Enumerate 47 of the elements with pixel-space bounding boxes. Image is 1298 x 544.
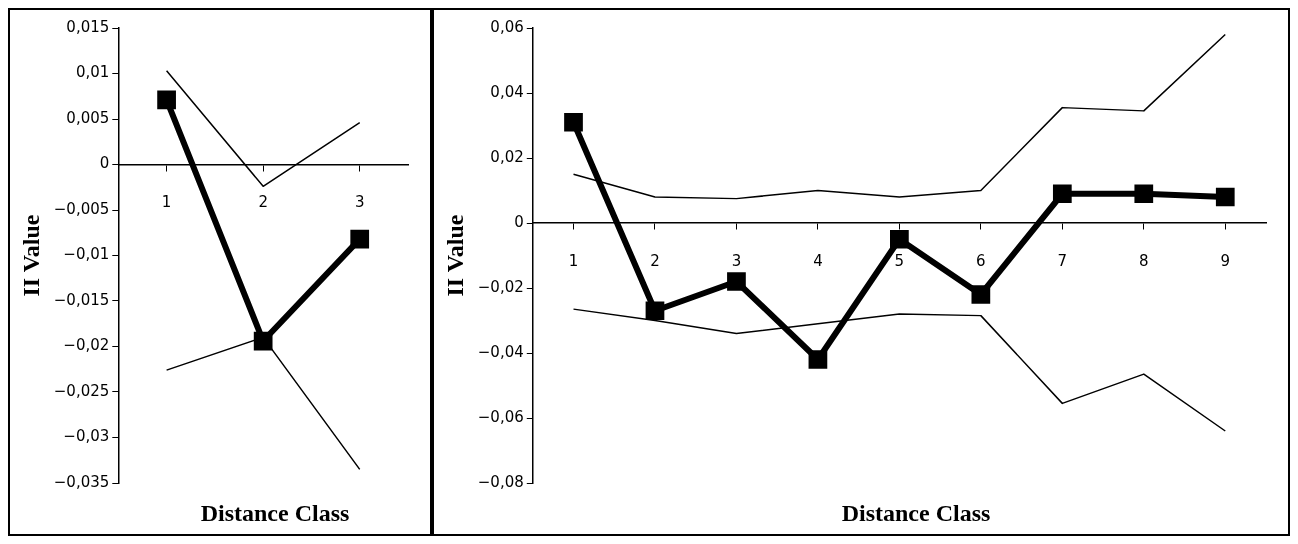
point — [564, 112, 583, 132]
x-tick-label: 7 — [1057, 251, 1068, 270]
y-tick-label: 0,06 — [490, 17, 524, 36]
point — [1052, 184, 1072, 204]
point — [350, 229, 370, 249]
point — [890, 229, 909, 249]
x-tick-label: 2 — [258, 193, 268, 212]
y-axis-title: II Value — [441, 214, 468, 297]
point — [727, 272, 746, 291]
y-tick-label: −0,015 — [53, 290, 110, 309]
y-tick-label: 0,015 — [66, 17, 110, 36]
x-tick-label: 5 — [894, 251, 905, 270]
y-tick-label: 0,02 — [490, 147, 524, 166]
point — [253, 331, 273, 351]
x-tick-label: 6 — [976, 251, 986, 270]
x-axis-title: Distance Class — [200, 500, 350, 526]
y-tick-label: −0,08 — [477, 472, 524, 491]
x-tick-label: 3 — [731, 251, 742, 270]
point — [645, 301, 665, 321]
x-tick-label: 9 — [1220, 251, 1231, 270]
y-axis-title: II Value — [17, 214, 44, 297]
x-tick-label: 3 — [354, 193, 365, 212]
point — [157, 90, 176, 110]
point — [971, 285, 991, 304]
y-tick-label: −0,035 — [53, 472, 110, 491]
y-tick-label: 0 — [514, 212, 524, 231]
x-tick-label: 8 — [1139, 251, 1149, 270]
y-tick-label: −0,03 — [63, 427, 110, 446]
point — [1215, 187, 1235, 207]
y-tick-label: −0,02 — [63, 336, 110, 355]
y-tick-label: 0 — [99, 154, 110, 173]
y-tick-label: −0,025 — [53, 381, 110, 400]
x-tick-label: 4 — [813, 251, 823, 270]
y-tick-label: −0,04 — [477, 342, 524, 361]
x-tick-label: 1 — [568, 251, 579, 270]
y-tick-label: 0,005 — [66, 108, 110, 127]
point — [808, 350, 828, 369]
x-tick-label: 2 — [650, 251, 660, 270]
point — [1134, 184, 1154, 204]
y-tick-label: −0,06 — [477, 407, 524, 426]
y-tick-label: 0,01 — [75, 63, 110, 82]
x-tick-label: 1 — [161, 193, 172, 212]
y-tick-label: −0,01 — [63, 245, 110, 264]
y-tick-label: −0,02 — [477, 277, 524, 296]
y-tick-label: −0,005 — [53, 199, 110, 218]
x-axis-title: Distance Class — [841, 500, 991, 526]
y-tick-label: 0,04 — [490, 82, 524, 101]
